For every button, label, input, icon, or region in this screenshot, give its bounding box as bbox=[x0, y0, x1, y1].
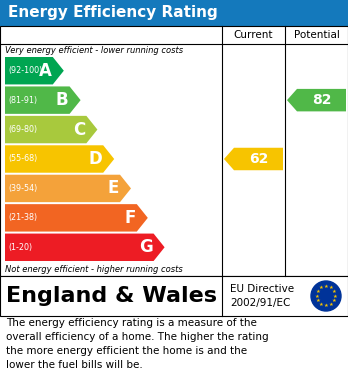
Text: ★: ★ bbox=[332, 298, 337, 303]
Polygon shape bbox=[5, 233, 165, 261]
Polygon shape bbox=[5, 57, 64, 84]
Text: ★: ★ bbox=[332, 289, 337, 294]
Polygon shape bbox=[5, 204, 148, 231]
Bar bbox=[0, 0, 348, 26]
Polygon shape bbox=[5, 86, 81, 114]
Text: B: B bbox=[56, 91, 69, 109]
Text: ★: ★ bbox=[324, 303, 329, 308]
Circle shape bbox=[311, 281, 341, 311]
Bar bbox=[0, 276, 348, 316]
Bar bbox=[0, 26, 348, 276]
Text: ★: ★ bbox=[328, 285, 333, 291]
Text: ★: ★ bbox=[314, 294, 319, 298]
Text: 82: 82 bbox=[312, 93, 331, 107]
Polygon shape bbox=[5, 116, 97, 143]
Text: F: F bbox=[125, 209, 136, 227]
Text: ★: ★ bbox=[319, 285, 324, 291]
Text: C: C bbox=[73, 120, 85, 138]
Text: E: E bbox=[108, 179, 119, 197]
Text: A: A bbox=[39, 62, 52, 80]
Text: (81-91): (81-91) bbox=[8, 96, 37, 105]
Text: ★: ★ bbox=[319, 301, 324, 307]
Text: (69-80): (69-80) bbox=[8, 125, 37, 134]
Text: (39-54): (39-54) bbox=[8, 184, 37, 193]
Polygon shape bbox=[287, 89, 346, 111]
Text: (1-20): (1-20) bbox=[8, 243, 32, 252]
Text: G: G bbox=[139, 238, 153, 256]
Text: (21-38): (21-38) bbox=[8, 213, 37, 222]
Text: (92-100): (92-100) bbox=[8, 66, 42, 75]
Text: ★: ★ bbox=[324, 284, 329, 289]
Text: Energy Efficiency Rating: Energy Efficiency Rating bbox=[8, 5, 218, 20]
Text: Not energy efficient - higher running costs: Not energy efficient - higher running co… bbox=[5, 265, 183, 274]
Polygon shape bbox=[5, 145, 114, 173]
Text: The energy efficiency rating is a measure of the
overall efficiency of a home. T: The energy efficiency rating is a measur… bbox=[6, 317, 269, 369]
Text: ★: ★ bbox=[328, 301, 333, 307]
Text: D: D bbox=[88, 150, 102, 168]
Text: ★: ★ bbox=[316, 298, 320, 303]
Text: 62: 62 bbox=[249, 152, 268, 166]
Text: EU Directive
2002/91/EC: EU Directive 2002/91/EC bbox=[230, 284, 294, 308]
Text: ★: ★ bbox=[316, 289, 320, 294]
Polygon shape bbox=[5, 175, 131, 202]
Text: Very energy efficient - lower running costs: Very energy efficient - lower running co… bbox=[5, 46, 183, 55]
Text: England & Wales: England & Wales bbox=[6, 286, 216, 306]
Polygon shape bbox=[224, 148, 283, 170]
Text: ★: ★ bbox=[333, 294, 338, 298]
Text: Current: Current bbox=[234, 30, 273, 40]
Text: Potential: Potential bbox=[294, 30, 339, 40]
Text: (55-68): (55-68) bbox=[8, 154, 37, 163]
